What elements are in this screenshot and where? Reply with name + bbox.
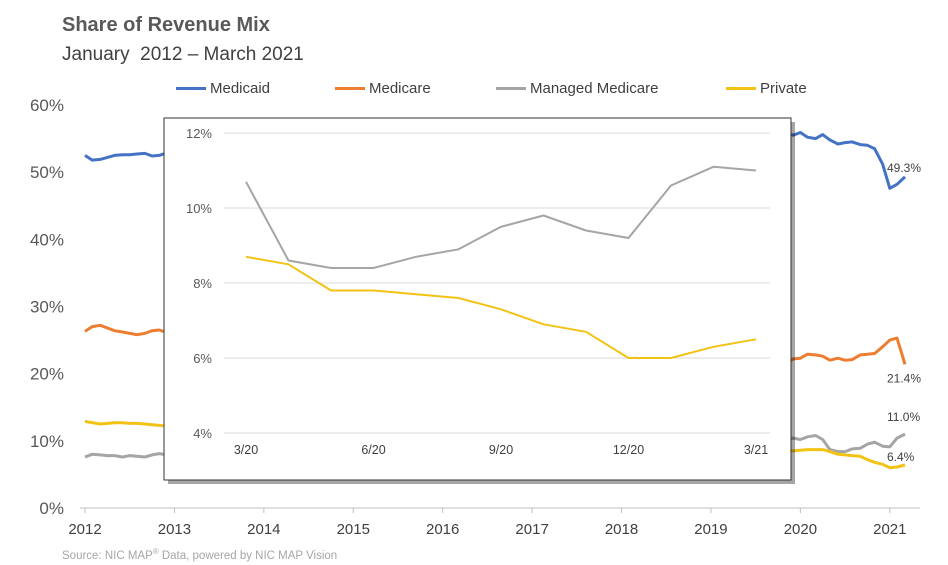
source-note: Source: NIC MAP® Data, powered by NIC MA…	[62, 547, 337, 562]
legend-swatch-private	[726, 86, 756, 90]
series-line-medicaid-late	[784, 131, 907, 190]
end-label-private: 6.4%	[887, 450, 915, 464]
main-y-tick-label: 50%	[30, 163, 64, 182]
series-line-medicare-early	[84, 323, 175, 337]
series-line-medicare-late	[784, 336, 907, 365]
main-x-axis: 2012 2013 2014 2015 2016 2017 2018 2019 2020 2021	[68, 508, 906, 538]
main-x-tick-label: 2019	[694, 521, 727, 538]
series-line-private-late	[785, 448, 906, 470]
main-x-tick-label: 2015	[337, 521, 370, 538]
chart-subtitle: January 2012 – March 2021	[62, 44, 304, 65]
series-line-private-early	[84, 419, 175, 429]
inset-gridlines	[224, 132, 770, 434]
inset-y-tick-label: 12%	[186, 126, 212, 141]
inset-series-lines	[245, 165, 757, 359]
legend-item-medicare: Medicare	[335, 78, 431, 98]
main-y-tick-label: 20%	[30, 365, 64, 384]
main-y-tick-label: 30%	[30, 298, 64, 317]
legend-item-private: Private	[726, 78, 807, 98]
series-line-managed-medicare-late	[784, 432, 906, 454]
legend-item-managed-medicare: Managed Medicare	[496, 78, 658, 98]
series-line-medicaid-early	[84, 149, 175, 162]
main-series-lines	[84, 131, 907, 470]
main-x-tick-label: 2017	[515, 521, 548, 538]
source-prefix: Source: NIC MAP	[62, 549, 153, 562]
legend-swatch-medicare	[335, 86, 365, 90]
legend-label-medicare: Medicare	[369, 79, 431, 97]
chart-title: Share of Revenue Mix	[62, 14, 270, 36]
source-suffix: Data, powered by NIC MAP Vision	[158, 549, 338, 562]
legend-label-managed-medicare: Managed Medicare	[530, 79, 659, 97]
legend-item-medicaid: Medicaid	[176, 78, 270, 98]
inset-x-tick-label: 9/20	[489, 443, 513, 457]
legend-label-medicaid: Medicaid	[210, 79, 271, 97]
main-y-axis: 0% 10% 20% 30% 40% 50% 60%	[30, 96, 64, 518]
inset-chart: 4% 6% 8% 10% 12% 3/20 6/20 9/20 12/20 3/21	[163, 117, 795, 484]
end-label-managed-medicare: 11.0%	[887, 410, 920, 424]
main-y-tick-label: 10%	[30, 432, 64, 451]
main-end-labels: 49.3% 21.4% 11.0% 6.4%	[887, 161, 921, 464]
inset-x-axis: 3/20 6/20 9/20 12/20 3/21	[234, 443, 768, 457]
inset-y-tick-label: 10%	[186, 201, 212, 216]
inset-y-tick-label: 4%	[193, 426, 212, 441]
legend-label-private: Private	[760, 79, 807, 97]
inset-series-line-private	[245, 255, 757, 359]
main-x-tick-label: 2014	[247, 521, 280, 538]
main-y-tick-label: 60%	[30, 96, 64, 115]
main-x-tick-label: 2021	[873, 521, 906, 538]
inset-series-line-managed-medicare	[245, 165, 757, 269]
inset-y-tick-label: 8%	[193, 276, 212, 291]
inset-frame	[163, 117, 792, 481]
end-label-medicaid: 49.3%	[887, 161, 921, 175]
inset-x-tick-label: 3/20	[234, 443, 258, 457]
source-registered-mark: ®	[152, 547, 159, 556]
main-x-tick-label: 2020	[784, 521, 817, 538]
inset-y-axis: 4% 6% 8% 10% 12%	[186, 126, 212, 441]
series-line-managed-medicare-early	[84, 452, 175, 459]
main-x-tick-label: 2018	[605, 521, 638, 538]
inset-x-tick-label: 12/20	[613, 443, 644, 457]
end-label-medicare: 21.4%	[887, 371, 921, 385]
legend-swatch-medicaid	[176, 86, 206, 90]
inset-x-tick-label: 6/20	[361, 443, 385, 457]
inset-x-tick-label: 3/21	[744, 443, 768, 457]
main-y-tick-label: 40%	[30, 230, 64, 249]
legend-swatch-managed-medicare	[496, 86, 526, 90]
inset-y-tick-label: 6%	[193, 351, 212, 366]
main-x-tick-label: 2012	[68, 521, 101, 538]
main-y-tick-label: 0%	[39, 499, 64, 518]
main-x-tick-label: 2016	[426, 521, 459, 538]
main-x-tick-label: 2013	[158, 521, 191, 538]
